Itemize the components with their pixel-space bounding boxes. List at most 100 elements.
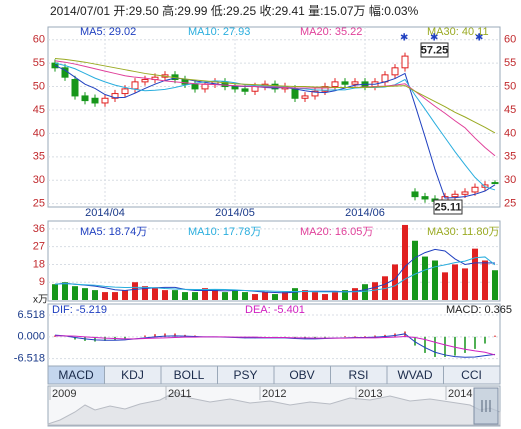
- candle-body: [251, 86, 259, 92]
- tab-label[interactable]: KDJ: [121, 368, 144, 382]
- candle-body: [231, 86, 239, 90]
- marker: ✱: [430, 33, 438, 44]
- y-tick-label-right: 60: [504, 34, 516, 46]
- candle-body: [191, 83, 199, 90]
- volume-bar: [82, 288, 88, 300]
- y-tick-label: 6.518: [17, 309, 45, 321]
- y-tick-label-right: 45: [504, 104, 516, 116]
- candle-body: [401, 55, 409, 69]
- tab-label[interactable]: CCI: [461, 368, 482, 382]
- candle-body: [341, 81, 349, 85]
- year-label: 2012: [262, 388, 286, 400]
- volume-bar: [122, 290, 128, 300]
- volume-bar: [262, 292, 268, 300]
- y-tick-label: -6.518: [14, 353, 45, 365]
- candle-body: [291, 88, 299, 99]
- y-tick-label-right: 50: [504, 80, 516, 92]
- year-label: 2013: [358, 388, 382, 400]
- year-label: 2009: [52, 388, 76, 400]
- year-label: 2014: [448, 388, 472, 400]
- candle-body: [181, 79, 189, 85]
- macd-legend: MACD: 0.365: [446, 304, 512, 316]
- candle-body: [471, 186, 479, 193]
- tab-label[interactable]: BOLL: [174, 368, 205, 382]
- candle-body: [461, 191, 469, 195]
- annotation-box: [420, 42, 449, 58]
- volume-bar: [492, 270, 498, 300]
- volume-bar: [482, 260, 488, 300]
- tab-label[interactable]: WVAD: [397, 368, 432, 382]
- candle-body: [391, 67, 399, 76]
- marker: ✱: [475, 33, 483, 44]
- volume-bar: [232, 290, 238, 300]
- volume-bar: [372, 282, 378, 300]
- volume-bar: [272, 294, 278, 300]
- annotation: 57.25: [421, 44, 449, 56]
- candle-body: [451, 193, 459, 198]
- volume-bar: [312, 292, 318, 300]
- y-tick-label: 40: [33, 127, 45, 139]
- volume-bar: [172, 290, 178, 300]
- volume-bar: [472, 248, 478, 300]
- volume-bar: [152, 288, 158, 300]
- y-tick-label: 35: [33, 151, 45, 163]
- volume-legend: MA10: 17.78万: [188, 226, 261, 238]
- volume-bar: [452, 264, 458, 300]
- volume-bar: [442, 272, 448, 300]
- volume-bar: [422, 256, 428, 300]
- y-tick-label: 50: [33, 80, 45, 92]
- volume-bar: [142, 286, 148, 300]
- tab-label[interactable]: PSY: [233, 368, 257, 382]
- tab-label[interactable]: RSI: [348, 368, 368, 382]
- y-tick-label: 30: [33, 174, 45, 186]
- volume-bar: [402, 224, 408, 300]
- volume-bar: [202, 288, 208, 300]
- volume-bar: [302, 290, 308, 300]
- y-tick-label: 18: [33, 258, 45, 270]
- ma-line: [54, 60, 496, 157]
- volume-bar: [92, 290, 98, 300]
- volume-bar: [112, 292, 118, 300]
- tab-label[interactable]: MACD: [58, 368, 94, 382]
- y-tick-label: 9: [39, 276, 45, 288]
- candle-body: [121, 88, 129, 95]
- volume-bar: [282, 292, 288, 300]
- candle-body: [91, 97, 99, 104]
- ma-legend: MA20: 35.22: [300, 26, 362, 38]
- candle-body: [241, 88, 249, 92]
- y-tick-label-right: 40: [504, 127, 516, 139]
- macd-panel: [47, 303, 501, 367]
- candle-body: [301, 95, 309, 99]
- volume-bar: [462, 268, 468, 300]
- volume-bar: [392, 264, 398, 300]
- volume-bar: [132, 282, 138, 300]
- candle-body: [71, 79, 79, 97]
- unit-label: x万: [33, 295, 48, 306]
- y-tick-label: 25: [33, 198, 45, 210]
- volume-bar: [212, 290, 218, 300]
- ma-legend: MA30: 40.11: [427, 26, 489, 38]
- volume-bar: [242, 292, 248, 300]
- quote-header: 2014/07/01 开:29.50 高:29.99 低:29.25 收:29.…: [50, 3, 419, 18]
- x-tick-label: 2014/05: [215, 207, 255, 219]
- volume-bar: [72, 286, 78, 300]
- year-label: 2011: [168, 388, 192, 400]
- ma-legend: MA5: 29.02: [80, 26, 136, 38]
- macd-legend: DIF: -5.219: [52, 304, 107, 316]
- volume-bar: [252, 294, 258, 300]
- ma-line: [54, 65, 496, 199]
- volume-bar: [62, 282, 68, 300]
- macd-line: [55, 335, 496, 356]
- volume-legend: MA5: 18.74万: [80, 226, 147, 238]
- volume-legend: MA30: 11.80万: [427, 226, 500, 238]
- volume-bar: [162, 290, 168, 300]
- ma-line: [54, 57, 496, 134]
- tab-label[interactable]: OBV: [289, 368, 314, 382]
- candle-body: [141, 79, 149, 83]
- volume-bar: [432, 260, 438, 300]
- y-tick-label: 0.000: [17, 331, 45, 343]
- macd-legend: DEA: -5.401: [245, 304, 305, 316]
- tab[interactable]: [443, 365, 501, 385]
- volume-bar: [362, 284, 368, 300]
- candle-body: [351, 81, 359, 85]
